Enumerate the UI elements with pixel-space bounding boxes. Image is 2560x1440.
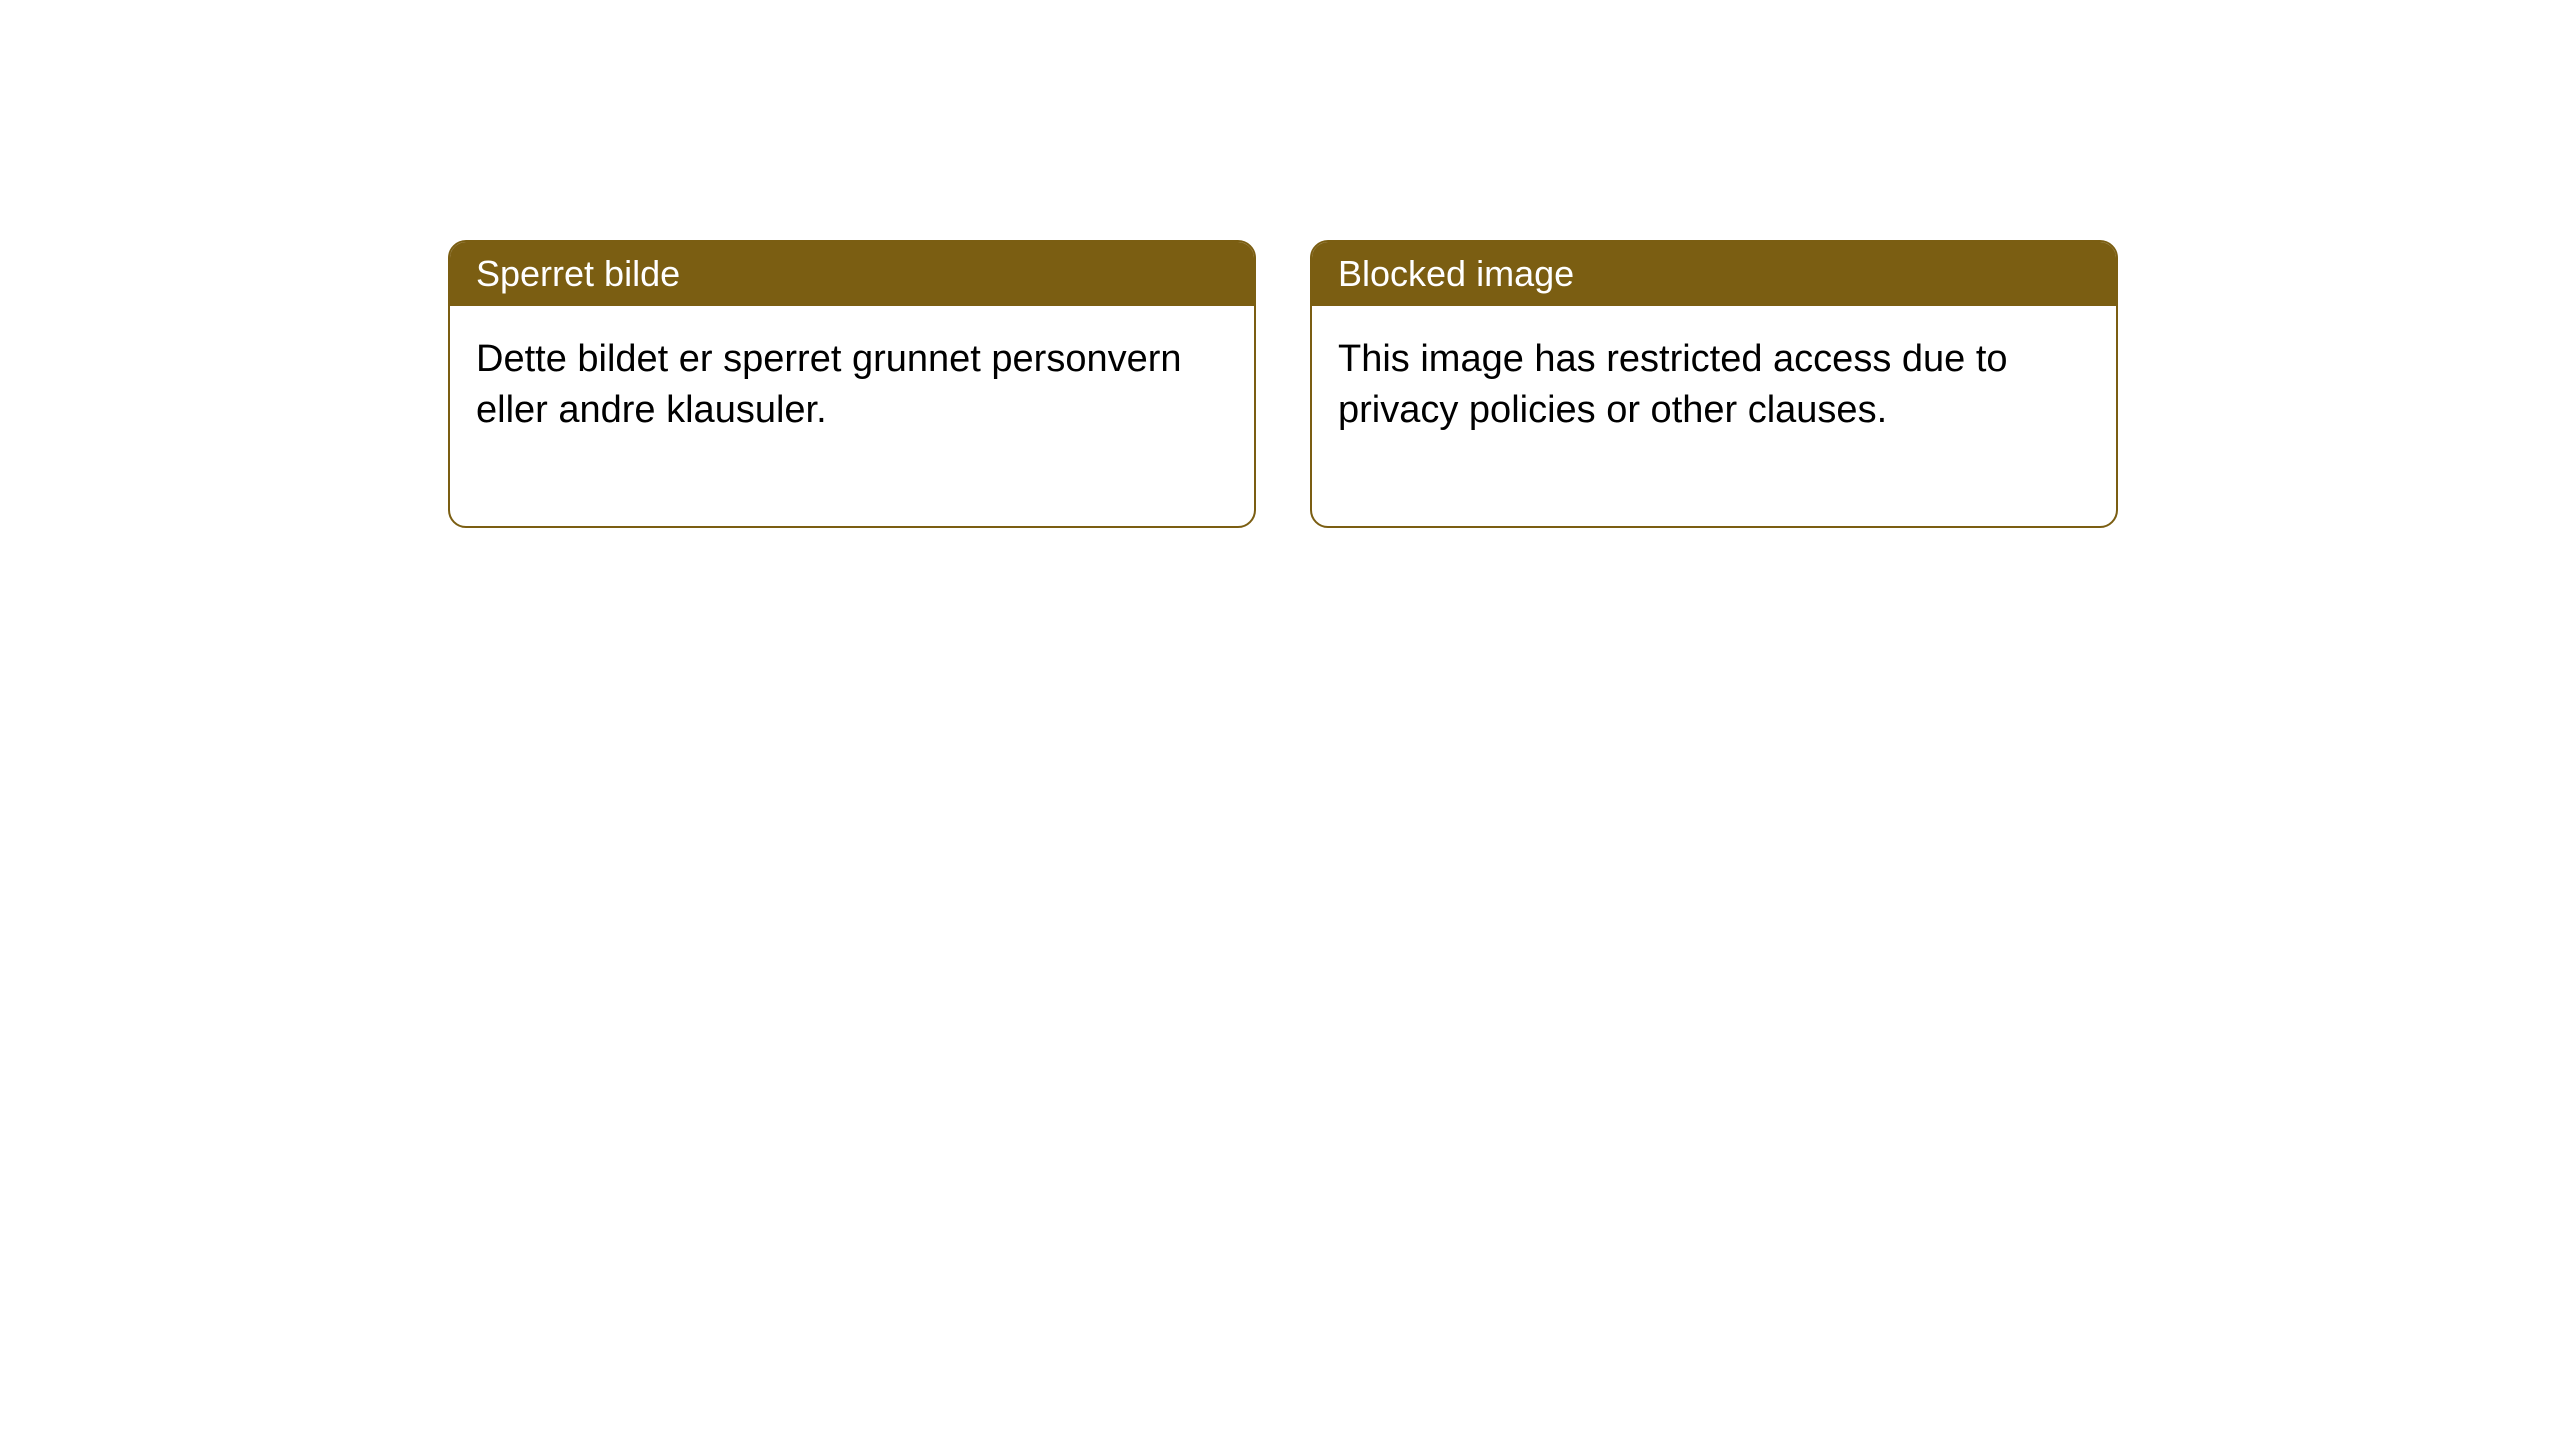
notice-title: Sperret bilde <box>476 253 680 294</box>
notices-container: Sperret bilde Dette bildet er sperret gr… <box>0 0 2560 528</box>
notice-body: Dette bildet er sperret grunnet personve… <box>450 306 1254 526</box>
notice-text: Dette bildet er sperret grunnet personve… <box>476 338 1182 431</box>
notice-text: This image has restricted access due to … <box>1338 338 2008 431</box>
notice-body: This image has restricted access due to … <box>1312 306 2116 526</box>
notice-title: Blocked image <box>1338 253 1574 294</box>
notice-header: Blocked image <box>1312 242 2116 306</box>
notice-card-english: Blocked image This image has restricted … <box>1310 240 2118 528</box>
notice-header: Sperret bilde <box>450 242 1254 306</box>
notice-card-norwegian: Sperret bilde Dette bildet er sperret gr… <box>448 240 1256 528</box>
